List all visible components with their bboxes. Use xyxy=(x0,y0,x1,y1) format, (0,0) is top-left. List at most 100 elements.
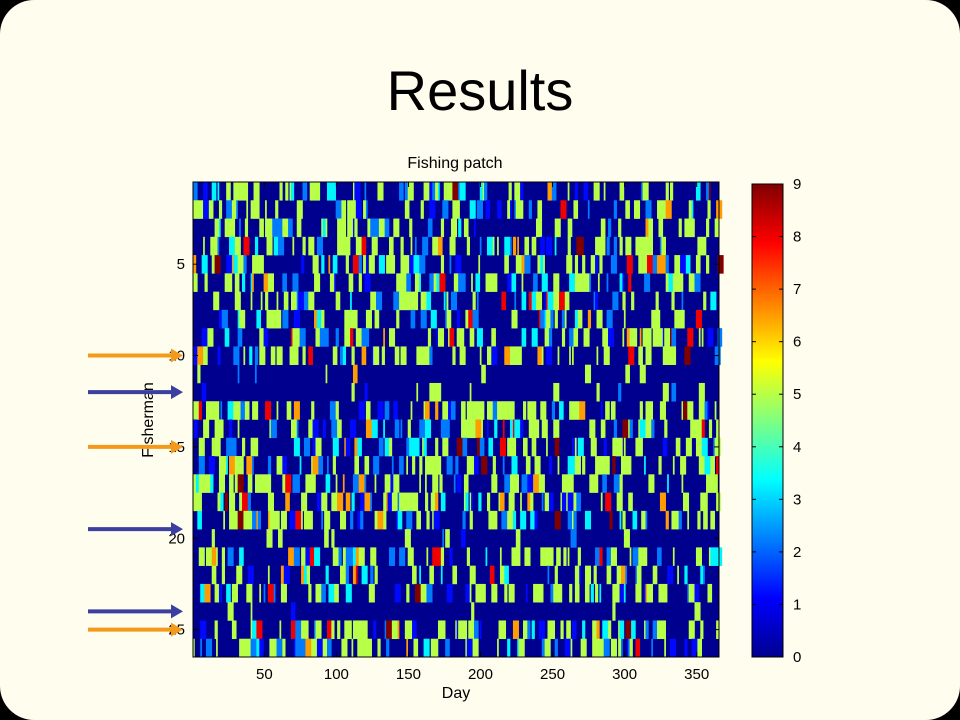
heatmap-cell xyxy=(573,328,579,347)
heatmap-cell xyxy=(360,492,365,512)
heatmap-cell xyxy=(554,218,561,238)
heatmap-cell xyxy=(695,437,702,457)
heatmap-cell xyxy=(436,273,440,292)
heatmap-cell xyxy=(432,474,436,493)
heatmap-cell xyxy=(569,401,571,420)
heatmap-cell xyxy=(352,218,355,238)
heatmap-cell xyxy=(193,182,198,201)
heatmap-cell xyxy=(332,437,339,457)
heatmap-cell xyxy=(416,382,419,402)
heatmap-cell xyxy=(423,638,430,658)
heatmap-cell xyxy=(507,273,512,292)
heatmap-cell xyxy=(707,200,711,219)
heatmap-cell xyxy=(491,346,495,365)
heatmap-cell xyxy=(533,474,540,493)
heatmap-cell xyxy=(198,492,202,512)
heatmap-cell xyxy=(397,492,400,512)
slide-title: Results xyxy=(386,59,574,122)
heatmap-cell xyxy=(331,419,336,439)
heatmap-cell xyxy=(383,510,387,530)
heatmap-cell xyxy=(635,437,639,457)
heatmap-cell xyxy=(646,236,654,256)
heatmap-cell xyxy=(511,273,517,292)
heatmap-cell xyxy=(426,547,429,566)
heatmap-cell xyxy=(648,401,654,420)
heatmap-cell xyxy=(368,255,375,274)
heatmap-cell xyxy=(708,419,713,439)
heatmap-cell xyxy=(351,547,354,566)
heatmap-cell xyxy=(432,638,439,658)
heatmap-cell xyxy=(308,346,313,365)
heatmap-cell xyxy=(665,273,669,292)
heatmap-cell xyxy=(325,364,328,384)
heatmap-cell xyxy=(667,474,669,493)
colorbar-tick-label: 0 xyxy=(793,649,801,666)
heatmap-cell xyxy=(374,510,378,530)
heatmap-cell xyxy=(625,565,628,585)
heatmap-cell xyxy=(278,529,283,548)
heatmap-cell xyxy=(400,255,404,274)
heatmap-cell xyxy=(626,638,629,658)
heatmap-cell xyxy=(632,547,639,566)
heatmap-cell xyxy=(600,218,606,238)
heatmap-cell xyxy=(198,547,205,566)
heatmap-cell xyxy=(399,547,406,566)
heatmap-cell xyxy=(322,638,328,658)
heatmap-cell xyxy=(200,638,202,658)
heatmap-cell xyxy=(345,236,351,256)
heatmap-cell xyxy=(544,638,551,658)
heatmap-cell xyxy=(409,620,413,640)
heatmap-cell xyxy=(646,255,654,274)
heatmap-cell xyxy=(584,510,592,530)
heatmap-cell xyxy=(234,456,240,475)
heatmap-cell xyxy=(355,565,358,585)
heatmap-cell xyxy=(547,182,553,201)
heatmap-cell xyxy=(508,492,515,512)
heatmap-cell xyxy=(244,218,249,238)
heatmap-cell xyxy=(593,474,599,493)
heatmap-cell xyxy=(520,492,522,512)
heatmap-cell xyxy=(254,364,257,384)
heatmap-cell xyxy=(512,620,519,640)
heatmap-cell xyxy=(508,182,512,201)
x-tick-label: 350 xyxy=(684,666,709,683)
heatmap-cell xyxy=(325,474,331,493)
heatmap-cell xyxy=(605,456,610,475)
heatmap-cell xyxy=(350,309,354,329)
heatmap-cell xyxy=(214,437,221,457)
heatmap-cell xyxy=(282,218,289,238)
heatmap-cell xyxy=(711,474,718,493)
heatmap-cell xyxy=(252,273,254,292)
heatmap-cell xyxy=(205,638,213,658)
heatmap-cell xyxy=(404,529,411,548)
heatmap-cell xyxy=(259,218,264,238)
heatmap-cell xyxy=(449,328,455,347)
heatmap-cell xyxy=(224,456,227,475)
heatmap-cell xyxy=(579,565,581,585)
heatmap-cell xyxy=(548,492,554,512)
heatmap-cell xyxy=(280,583,287,603)
heatmap-cell xyxy=(623,309,626,329)
heatmap-cell xyxy=(574,309,579,329)
heatmap-cell xyxy=(432,547,436,566)
heatmap-cell xyxy=(252,510,257,530)
heatmap-cell xyxy=(600,401,603,420)
heatmap-cell xyxy=(420,456,423,475)
heatmap-cell xyxy=(316,309,322,329)
heatmap-cell xyxy=(357,437,362,457)
heatmap-cell xyxy=(363,328,370,347)
heatmap-cell xyxy=(445,401,449,420)
heatmap-cell xyxy=(662,620,666,640)
heatmap-cell xyxy=(515,529,521,548)
heatmap-cell xyxy=(659,236,662,256)
heatmap-cell xyxy=(570,401,574,420)
heatmap-cell xyxy=(198,401,202,420)
heatmap-cell xyxy=(642,510,646,530)
heatmap-cell xyxy=(446,309,452,329)
heatmap-cell xyxy=(465,309,469,329)
heatmap-cell xyxy=(453,200,460,219)
heatmap-cell xyxy=(420,200,423,219)
heatmap-cell xyxy=(476,328,482,347)
heatmap-cell xyxy=(507,638,511,658)
heatmap-cell xyxy=(295,620,298,640)
